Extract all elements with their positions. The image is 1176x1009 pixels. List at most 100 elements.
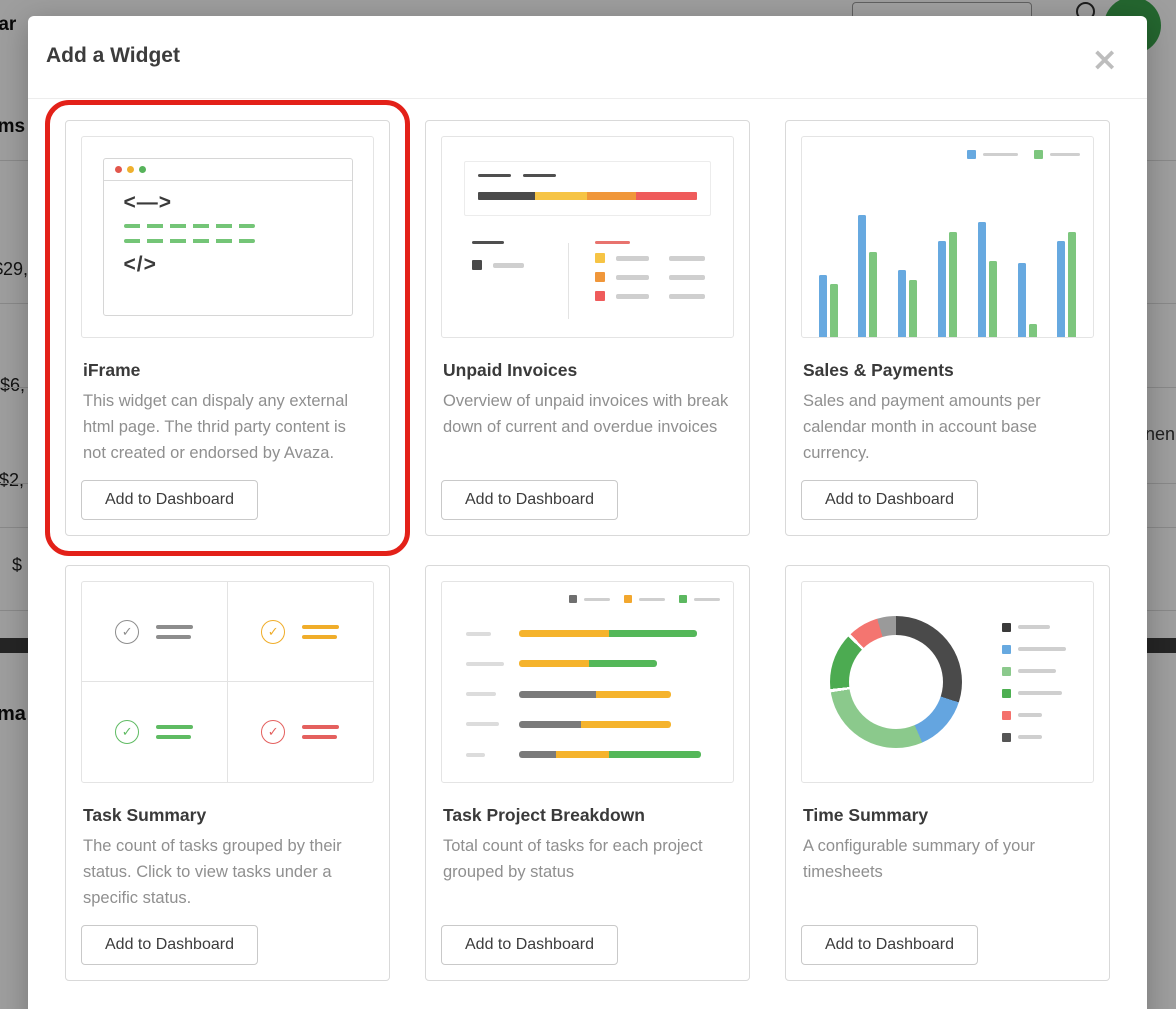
modal-header: Add a Widget × — [28, 16, 1147, 75]
bg-text-fragment: ems — [0, 116, 26, 137]
placeholder-dash — [1017, 647, 1066, 651]
check-circle-icon: ✓ — [261, 619, 286, 644]
placeholder-dash — [983, 153, 1018, 156]
legend-swatch — [1001, 710, 1011, 720]
legend-swatch — [1001, 688, 1011, 698]
widget-description: This widget can dispaly any external htm… — [83, 392, 349, 462]
placeholder-dash — [302, 624, 340, 629]
add-to-dashboard-button[interactable]: Add to Dashboard — [801, 480, 978, 520]
bg-text-fragment: tar — [0, 14, 17, 35]
widget-title: Time Summary — [803, 805, 929, 825]
placeholder-dash — [1017, 669, 1056, 673]
legend-swatch — [595, 272, 605, 282]
placeholder-dash — [156, 634, 192, 639]
placeholder-dash — [302, 725, 340, 729]
header-divider — [28, 98, 1147, 99]
widget-title: Task Project Breakdown — [443, 805, 645, 825]
placeholder-dash — [1017, 625, 1050, 629]
placeholder-dash — [302, 634, 338, 639]
legend-swatch — [595, 291, 605, 301]
legend-swatch — [967, 150, 976, 159]
add-widget-modal: Add a Widget × <—> </> iFrame This widget… — [28, 16, 1147, 1009]
widget-card-sales-payments[interactable]: Sales & Payments Sales and payment amoun… — [785, 120, 1110, 536]
placeholder-dash — [639, 597, 665, 601]
legend-swatch — [679, 595, 687, 603]
widget-title: iFrame — [83, 360, 141, 380]
legend-swatch — [624, 595, 632, 603]
placeholder-dash — [472, 241, 504, 244]
task-summary-illustration: ✓ ✓ ✓ ✓ — [81, 581, 374, 783]
widget-card-task-project-breakdown[interactable]: Task Project Breakdown Total count of ta… — [425, 565, 750, 981]
donut-chart — [829, 616, 962, 748]
placeholder-dash — [156, 624, 194, 629]
add-to-dashboard-button[interactable]: Add to Dashboard — [441, 480, 618, 520]
placeholder-dash — [156, 735, 192, 739]
time-summary-illustration — [801, 581, 1094, 783]
check-circle-icon: ✓ — [115, 619, 140, 644]
add-to-dashboard-button[interactable]: Add to Dashboard — [81, 480, 258, 520]
placeholder-dash — [466, 722, 499, 727]
close-icon[interactable]: × — [1091, 40, 1118, 78]
add-to-dashboard-button[interactable]: Add to Dashboard — [441, 925, 618, 965]
widget-grid: <—> </> iFrame This widget can dispaly an… — [45, 100, 1110, 981]
bg-amount-fragment: $6, — [0, 375, 26, 395]
bg-amount-fragment: $29, — [0, 259, 29, 279]
iframe-illustration: <—> </> — [81, 136, 374, 338]
placeholder-dash — [669, 293, 705, 299]
bg-text-fragment: ma — [0, 703, 26, 725]
legend-swatch — [595, 253, 605, 263]
placeholder-dash — [523, 174, 556, 177]
placeholder-dash — [669, 274, 705, 280]
placeholder-dash — [478, 174, 511, 177]
sales-payments-illustration — [801, 136, 1094, 338]
placeholder-dash — [1017, 691, 1062, 695]
widget-card-unpaid-invoices[interactable]: Unpaid Invoices Overview of unpaid invoi… — [425, 120, 750, 536]
widget-description: Overview of unpaid invoices with break d… — [443, 392, 729, 436]
placeholder-dash — [694, 597, 720, 601]
widget-card-iframe[interactable]: <—> </> iFrame This widget can dispaly an… — [45, 100, 410, 556]
traffic-light-dot — [114, 166, 122, 173]
widget-description: A configurable summary of your timesheet… — [803, 837, 1036, 881]
legend-swatch — [1034, 150, 1043, 159]
legend-swatch — [472, 260, 482, 270]
placeholder-dash — [302, 735, 338, 739]
add-to-dashboard-button[interactable]: Add to Dashboard — [81, 925, 258, 965]
placeholder-dash — [493, 262, 524, 268]
placeholder-dash — [156, 725, 194, 729]
placeholder-dash — [616, 274, 649, 280]
legend-swatch — [1001, 644, 1011, 654]
placeholder-dash — [669, 255, 705, 261]
placeholder-dash — [466, 752, 485, 757]
unpaid-invoices-illustration — [441, 136, 734, 338]
add-to-dashboard-button[interactable]: Add to Dashboard — [801, 925, 978, 965]
traffic-light-dot — [138, 166, 146, 173]
legend-swatch — [1001, 732, 1011, 742]
widget-card-task-summary[interactable]: ✓ ✓ ✓ ✓ Task Summary The count of tasks gro… — [65, 565, 390, 981]
placeholder-dash — [1017, 735, 1042, 739]
widget-description: The count of tasks grouped by their stat… — [83, 837, 342, 907]
widget-title: Sales & Payments — [803, 360, 954, 380]
widget-title: Task Summary — [83, 805, 207, 825]
legend-swatch — [569, 595, 577, 603]
placeholder-dash — [584, 597, 610, 601]
check-circle-icon: ✓ — [115, 720, 140, 744]
bg-text-fragment: nen — [1145, 424, 1176, 444]
placeholder-dash — [466, 631, 491, 636]
placeholder-dash — [616, 255, 649, 261]
widget-description: Sales and payment amounts per calendar m… — [803, 392, 1041, 462]
bg-amount-fragment: $ — [12, 555, 23, 575]
placeholder-dash — [616, 293, 649, 299]
legend-swatch — [1001, 622, 1011, 632]
placeholder-dash — [466, 692, 496, 696]
widget-description: Total count of tasks for each project gr… — [443, 837, 703, 881]
widget-title: Unpaid Invoices — [443, 360, 578, 380]
traffic-light-dot — [126, 166, 134, 173]
widget-card-time-summary[interactable]: Time Summary A configurable summary of y… — [785, 565, 1110, 981]
legend-swatch — [1001, 666, 1011, 676]
placeholder-dash — [595, 241, 630, 244]
placeholder-dash — [466, 661, 504, 666]
placeholder-dash — [1050, 153, 1080, 156]
modal-title: Add a Widget — [46, 44, 180, 67]
bg-amount-fragment: $2, — [0, 470, 25, 490]
placeholder-dash — [1017, 713, 1042, 717]
